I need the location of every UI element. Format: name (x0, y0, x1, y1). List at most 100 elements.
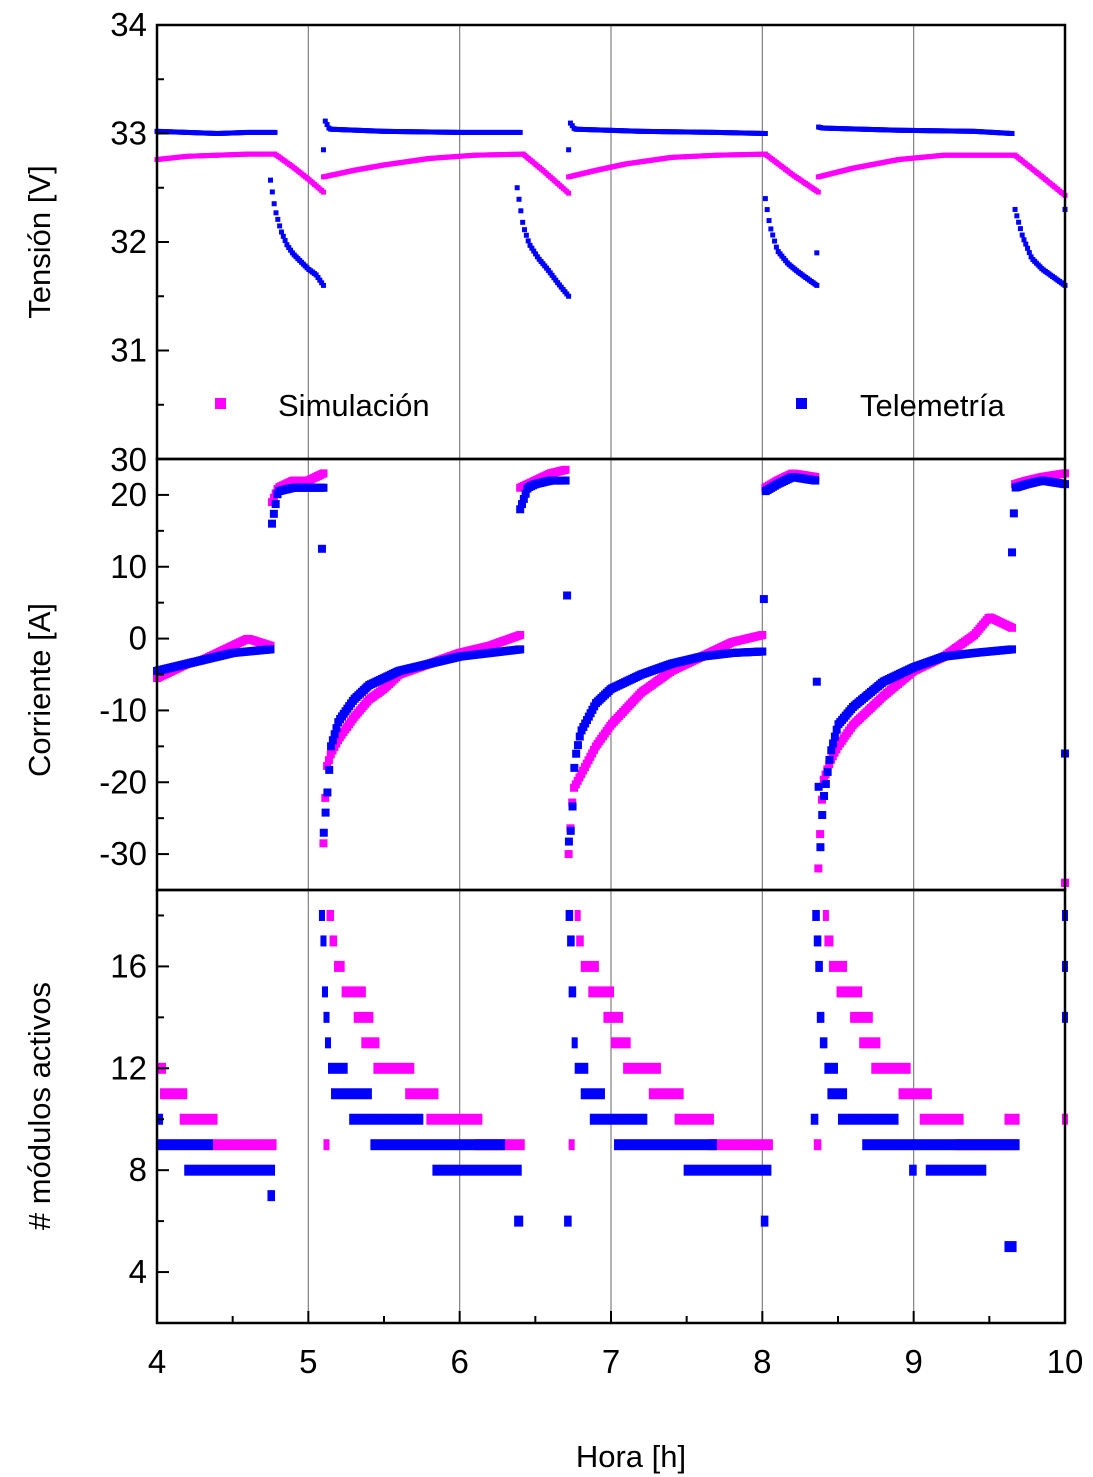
data-run (370, 1139, 506, 1151)
data-point (324, 122, 330, 128)
data-run (567, 935, 575, 947)
data-point (534, 254, 540, 260)
data-point (814, 864, 823, 873)
data-run (405, 1088, 439, 1100)
data-point (758, 630, 767, 639)
current-y-axis: -30 -20 -10 0 10 20 (99, 476, 169, 872)
data-run (614, 1139, 717, 1151)
data-point (758, 647, 767, 656)
data-point (313, 272, 319, 278)
data-point (319, 483, 328, 492)
data-point (570, 763, 579, 772)
data-point (286, 245, 292, 251)
data-run (828, 960, 848, 972)
voltage-panel: 30 31 32 33 34 Tensión [V] Simulación Teleme… (22, 6, 1068, 478)
data-point (814, 282, 820, 288)
data-run (321, 986, 329, 998)
data-run (871, 1062, 911, 1074)
data-run (815, 960, 823, 972)
data-point (815, 189, 821, 195)
data-point (516, 630, 525, 639)
data-point (321, 808, 330, 817)
voltage-y-tick-label: 32 (110, 223, 147, 260)
data-point (575, 732, 584, 741)
data-point (759, 595, 768, 604)
current-y-tick-label: 20 (110, 476, 147, 513)
modules-y-tick-label: 8 (129, 1151, 147, 1188)
data-point (830, 732, 839, 741)
data-point (516, 505, 525, 514)
data-point (572, 749, 581, 758)
data-point (533, 251, 539, 257)
x-tick-label: 5 (299, 1343, 317, 1380)
data-run (373, 1062, 415, 1074)
data-point (284, 242, 290, 248)
data-point (282, 238, 288, 244)
data-run (822, 909, 829, 921)
data-point (568, 802, 577, 811)
data-point (268, 177, 273, 183)
data-run (603, 1011, 624, 1023)
data-run (674, 1113, 714, 1125)
data-point (1008, 645, 1017, 654)
data-point (1009, 131, 1015, 136)
current-y-tick-label: -30 (99, 835, 147, 872)
data-run (580, 1088, 605, 1100)
current-panel: -30 -20 -10 0 10 20 Corriente [A] (22, 457, 1069, 892)
data-point (566, 147, 572, 153)
data-run (331, 1088, 372, 1100)
data-run (648, 1088, 684, 1100)
data-point (319, 828, 328, 837)
data-point (319, 469, 328, 478)
modules-y-tick-label: 16 (110, 947, 147, 984)
data-point (762, 131, 768, 136)
voltage-y-tick-label: 30 (110, 441, 147, 478)
series-telemetria-current (153, 473, 1069, 852)
data-run (623, 1062, 661, 1074)
data-point (521, 489, 530, 498)
data-run (760, 1215, 769, 1227)
data-point (514, 185, 520, 191)
data-run (813, 1139, 822, 1151)
data-point (818, 811, 827, 820)
data-run (576, 935, 584, 947)
data-point (819, 775, 828, 784)
data-point (330, 730, 339, 739)
data-point (516, 645, 525, 654)
data-run (838, 1113, 899, 1125)
data-run (810, 1113, 819, 1125)
data-run (341, 986, 366, 998)
data-point (273, 210, 279, 216)
x-tick-label: 6 (450, 1343, 468, 1380)
data-point (1025, 245, 1031, 251)
data-run (589, 1113, 648, 1125)
data-point (827, 746, 836, 755)
data-point (811, 476, 820, 485)
data-run (179, 1113, 218, 1125)
data-point (814, 250, 820, 256)
data-point (517, 129, 523, 135)
current-y-tick-label: -20 (99, 763, 147, 800)
modules-plot-area (157, 909, 1068, 1253)
data-point (319, 839, 328, 848)
data-point (269, 189, 275, 195)
data-point (1008, 623, 1017, 632)
legend-label-simulacion: Simulación (278, 388, 430, 423)
data-point (832, 725, 841, 734)
data-point (325, 765, 334, 774)
data-run (574, 909, 581, 921)
data-point (561, 465, 570, 474)
data-run (568, 1139, 575, 1151)
data-run (160, 1088, 188, 1100)
voltage-plot-area (154, 118, 1068, 299)
data-point (1012, 206, 1018, 212)
data-run (184, 1164, 276, 1176)
voltage-gridlines (307, 25, 915, 459)
data-run (326, 909, 335, 921)
data-run (862, 1139, 1020, 1151)
data-point (814, 782, 823, 791)
data-point (278, 229, 284, 235)
modules-y-tick-label: 12 (110, 1049, 147, 1086)
data-point (280, 233, 286, 239)
data-point (1026, 250, 1032, 256)
